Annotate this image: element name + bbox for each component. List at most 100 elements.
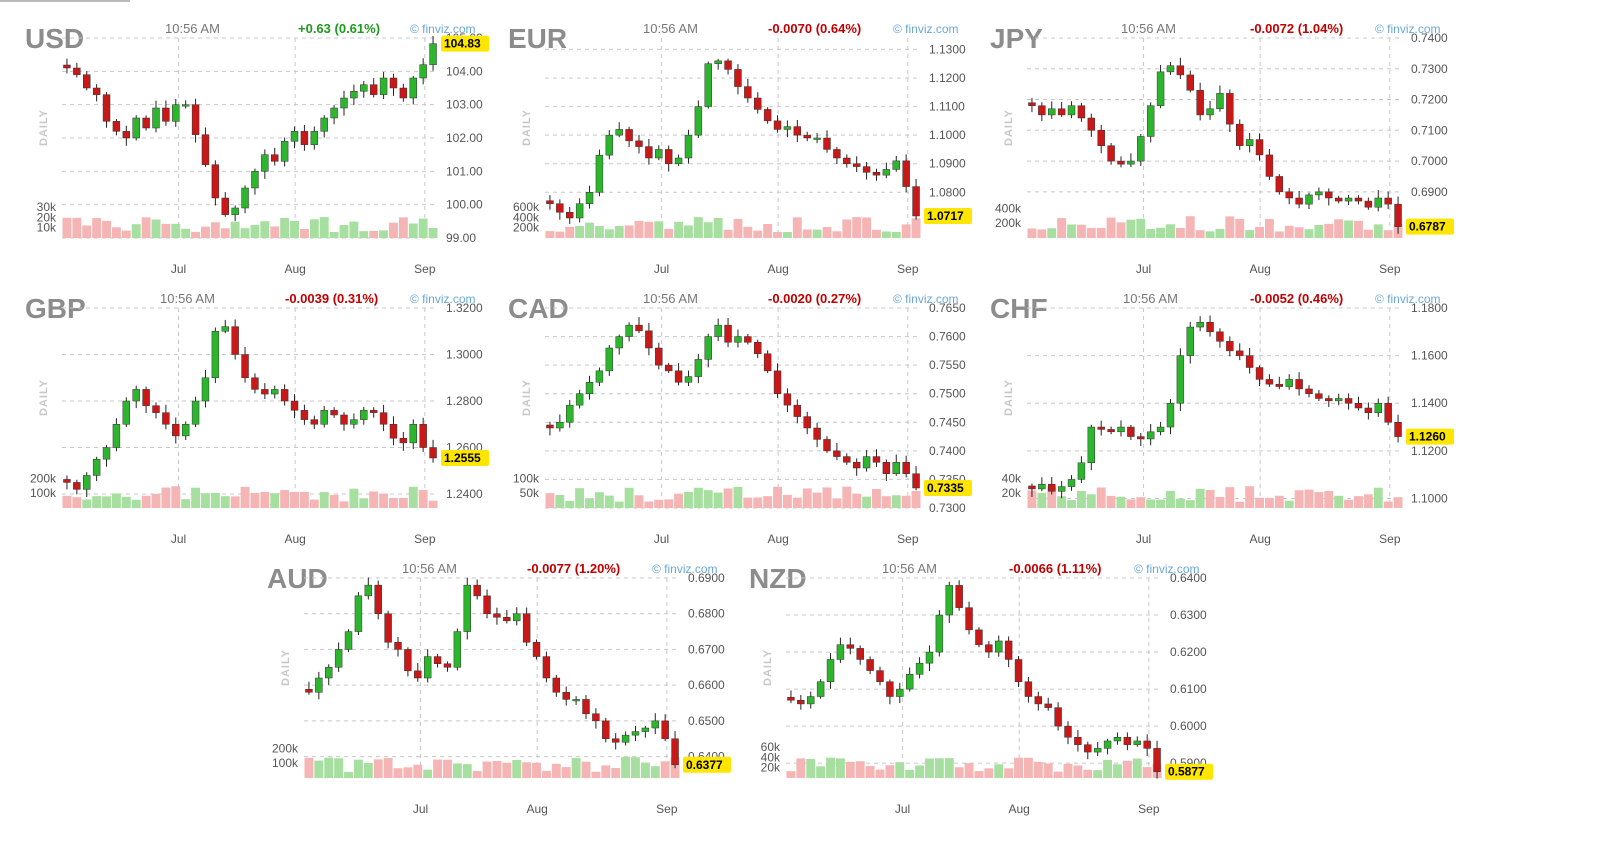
candle-body (615, 129, 623, 136)
candle-body (826, 659, 835, 682)
credit-link[interactable]: © finviz.com (893, 292, 959, 306)
candle-body (221, 326, 229, 332)
candle-body (503, 617, 511, 622)
price-candles (63, 319, 437, 498)
candle-body (211, 331, 220, 379)
candle-body (334, 649, 343, 668)
volume-bar (541, 770, 551, 778)
volume-bar (260, 221, 270, 238)
candle-body (572, 699, 580, 702)
chart-panel-aud[interactable]: AUD 10:56 AM -0.0077 (1.20%) © finviz.co… (262, 558, 742, 824)
volume-bar (462, 764, 472, 778)
candle-body (783, 393, 792, 406)
last-price-marker: 0.7335 (924, 480, 972, 496)
volume-tick-label: 10k (37, 221, 57, 235)
chart-panel-cad[interactable]: CAD 10:56 AM -0.0020 (0.27%) © finviz.co… (503, 288, 983, 554)
volume-bar (644, 501, 654, 508)
y-tick-label: 0.6400 (1170, 571, 1207, 585)
volume-bar (1215, 228, 1225, 238)
chart-panel-chf[interactable]: CHF 10:56 AM -0.0052 (0.46%) © finviz.co… (985, 288, 1465, 554)
volume-bar (911, 218, 921, 238)
candle-body (290, 131, 299, 142)
candle-body (483, 595, 491, 614)
volume-bar (1294, 227, 1304, 238)
candle-body (585, 382, 594, 394)
candle-body (1143, 740, 1151, 749)
volume-bar (773, 231, 782, 238)
volume-bar (693, 487, 703, 508)
time-axis: Jul Aug Sep (654, 262, 919, 276)
volume-bar (684, 492, 693, 508)
candle-body (635, 140, 643, 147)
candle-body (783, 126, 792, 130)
volume-bar (472, 771, 482, 778)
credit-link[interactable]: © finviz.com (410, 292, 476, 306)
change-label: -0.0072 (1.04%) (1250, 21, 1343, 36)
volume-bar (1136, 218, 1146, 238)
time-axis: Jul Aug Sep (1136, 532, 1401, 546)
candle-body (902, 462, 910, 474)
credit-link[interactable]: © finviz.com (1134, 562, 1200, 576)
volume-bar (1185, 216, 1195, 238)
candle-body (797, 699, 805, 705)
chart-panel-usd[interactable]: USD 10:56 AM +0.63 (0.61%) © finviz.com … (20, 18, 500, 284)
candle-body (1394, 203, 1402, 227)
candle-body (816, 681, 825, 697)
volume-bar (191, 231, 201, 238)
volume-bar (555, 495, 565, 508)
candle-body (271, 154, 279, 162)
candle-body (724, 324, 732, 343)
grid-lines (786, 577, 1162, 778)
candle-body (823, 439, 831, 452)
candle-body (330, 107, 338, 119)
volume-bar (220, 496, 230, 508)
y-tick-label: 0.7400 (1411, 31, 1448, 45)
candle-body (935, 614, 944, 653)
credit-link[interactable]: © finviz.com (652, 562, 718, 576)
x-tick-label: Jul (171, 262, 186, 276)
candle-body (1048, 108, 1056, 116)
volume-bar (1324, 223, 1334, 238)
candle-body (315, 677, 323, 693)
candle-body (1137, 136, 1145, 162)
period-label: DAILY (280, 649, 292, 686)
candle-body (1127, 426, 1135, 437)
candle-body (360, 410, 368, 420)
volume-bar (773, 486, 782, 508)
volume-bar (1067, 500, 1076, 508)
timestamp: 10:56 AM (1123, 291, 1178, 306)
credit-link[interactable]: © finviz.com (893, 22, 959, 36)
chart-panel-gbp[interactable]: GBP 10:56 AM -0.0039 (0.31%) © finviz.co… (20, 288, 500, 554)
volume-bar (763, 223, 773, 238)
candle-body (280, 389, 289, 402)
credit-link[interactable]: © finviz.com (1375, 292, 1441, 306)
chart-panel-jpy[interactable]: JPY 10:56 AM -0.0072 (1.04%) © finviz.co… (985, 18, 1465, 284)
candle-body (714, 60, 722, 64)
credit-link[interactable]: © finviz.com (410, 22, 476, 36)
candle-body (1054, 707, 1062, 727)
candle-body (1044, 703, 1052, 708)
volume-bar (319, 217, 329, 238)
volume-bar (1185, 500, 1195, 508)
candle-body (615, 336, 623, 349)
chart-panel-nzd[interactable]: NZD 10:56 AM -0.0066 (1.11%) © finviz.co… (744, 558, 1224, 824)
y-tick-label: 1.0800 (929, 185, 966, 199)
candlestick-chart-nzd: NZD 10:56 AM -0.0066 (1.11%) © finviz.co… (749, 561, 1213, 816)
candle-body (1265, 154, 1274, 177)
volume-tick-label: 30k (37, 200, 57, 214)
volume-bar (1047, 486, 1057, 508)
volume-bar (964, 763, 974, 778)
y-tick-label: 1.3200 (446, 301, 483, 315)
chart-panel-eur[interactable]: EUR 10:56 AM -0.0070 (0.64%) © finviz.co… (503, 18, 983, 284)
candle-body (389, 77, 398, 89)
last-price-box (683, 756, 731, 773)
volume-bar (141, 495, 151, 508)
price-axis: 1.1300 1.1200 1.1100 1.1000 1.0900 1.0800 (929, 42, 966, 199)
candle-body (1236, 350, 1244, 356)
candle-body (73, 482, 81, 490)
volume-bars (1027, 486, 1403, 508)
candle-body (73, 67, 81, 75)
credit-link[interactable]: © finviz.com (1375, 22, 1441, 36)
candle-body (872, 456, 881, 463)
